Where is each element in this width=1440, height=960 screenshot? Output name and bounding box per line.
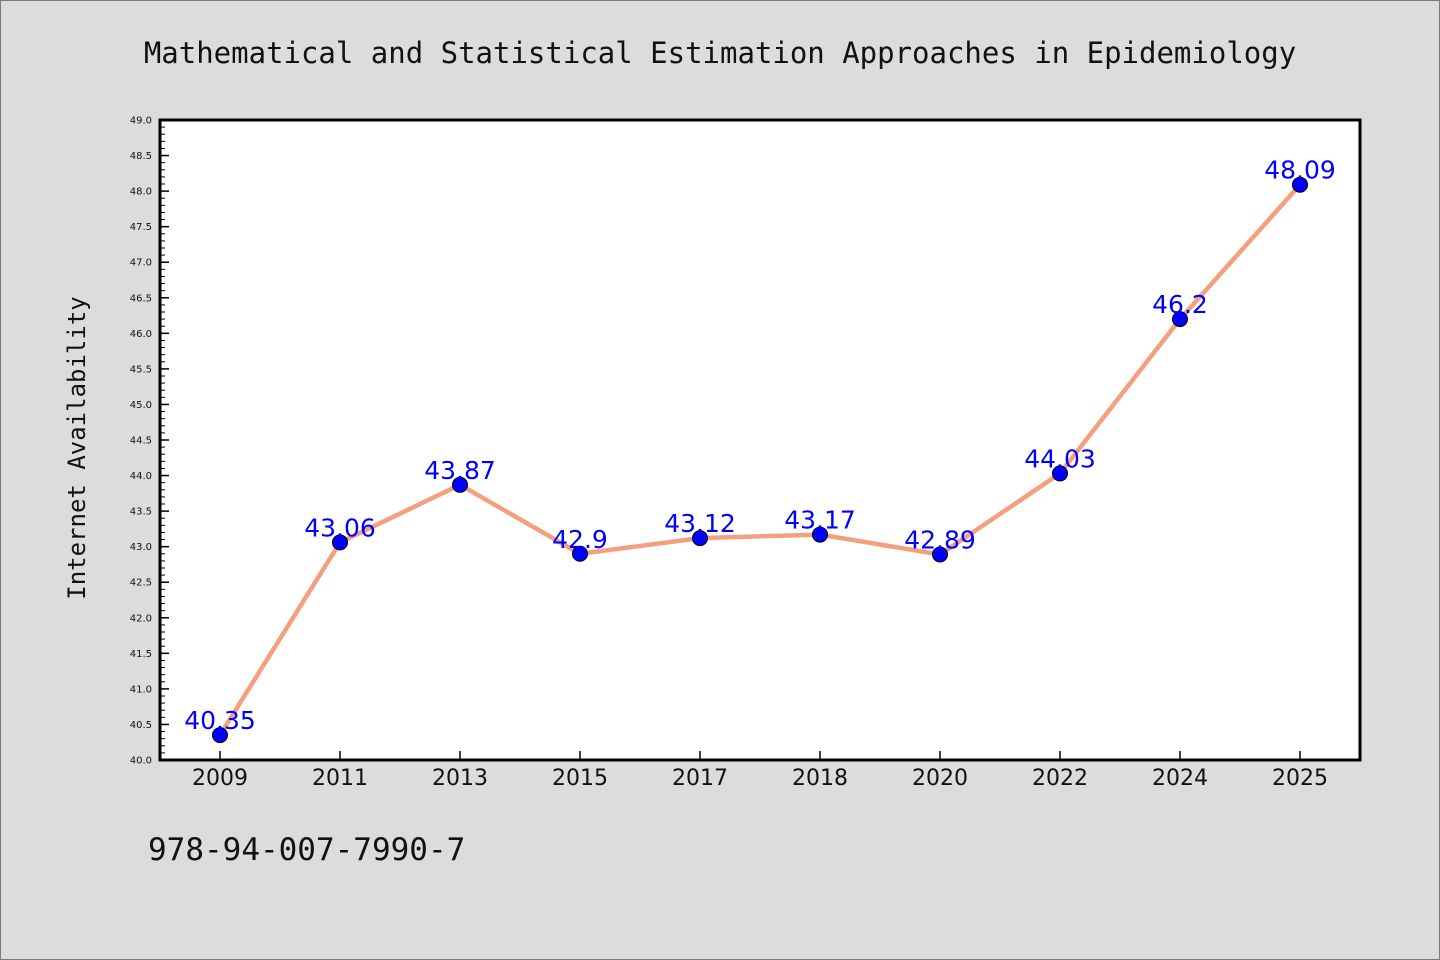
y-tick-label: 41.0 <box>130 684 152 695</box>
data-label: 43.17 <box>784 506 856 535</box>
data-point <box>1052 465 1068 482</box>
x-tick-label: 2020 <box>912 766 968 791</box>
data-point <box>452 476 468 493</box>
x-tick-label: 2013 <box>432 766 488 791</box>
data-point <box>1172 311 1188 328</box>
data-label: 42.9 <box>552 525 608 554</box>
series-line <box>218 183 1302 737</box>
y-tick-label: 44.5 <box>130 436 152 447</box>
x-tick-label: 2022 <box>1032 766 1088 791</box>
data-point <box>332 534 348 551</box>
data-point <box>932 546 948 563</box>
series-line-group: 40.35 43.06 43.87 42.9 43.12 43.17 42.89 44.03 4… <box>184 156 1336 744</box>
chart-title: Mathematical and Statistical Estimation … <box>144 36 1296 70</box>
y-tick-label: 46.0 <box>130 329 152 340</box>
data-label: 43.87 <box>424 456 496 485</box>
isbn-text: 978-94-007-7990-7 <box>148 832 466 868</box>
plot-area <box>158 118 1362 762</box>
y-tick-label: 42.0 <box>130 613 152 624</box>
data-point <box>692 530 708 547</box>
y-axis: 40.0 40.5 41.0 41.5 42.0 42.5 43.0 43.5 44.0 44.5… <box>130 116 169 767</box>
x-tick-label: 2025 <box>1272 766 1328 791</box>
data-label: 42.89 <box>904 525 976 554</box>
x-tick-label: 2017 <box>672 766 728 791</box>
y-tick-label: 47.5 <box>130 222 152 233</box>
x-tick-label: 2011 <box>312 766 368 791</box>
y-tick-label: 48.5 <box>130 151 152 162</box>
data-point <box>212 727 228 744</box>
y-tick-label: 43.5 <box>130 507 152 518</box>
x-tick-label: 2024 <box>1152 766 1208 791</box>
y-tick-label: 45.0 <box>130 400 152 411</box>
data-label: 46.2 <box>1152 290 1208 319</box>
data-label: 48.09 <box>1264 156 1336 185</box>
y-tick-label: 43.0 <box>130 542 152 553</box>
y-tick-label: 46.5 <box>130 293 152 304</box>
data-point <box>572 545 588 562</box>
x-tick-label: 2015 <box>552 766 608 791</box>
data-label: 44.03 <box>1024 444 1096 473</box>
data-label: 43.12 <box>664 509 736 538</box>
data-point <box>812 526 828 543</box>
data-label: 43.06 <box>304 513 376 542</box>
y-tick-label: 44.0 <box>130 471 152 482</box>
y-axis-label: Internet Availability <box>63 296 91 599</box>
x-tick-label: 2009 <box>192 766 248 791</box>
data-point <box>1292 176 1308 193</box>
data-label: 40.35 <box>184 706 256 735</box>
y-tick-label: 41.5 <box>130 649 152 660</box>
y-tick-label: 42.5 <box>130 578 152 589</box>
y-tick-label: 49.0 <box>130 116 152 127</box>
y-tick-label: 40.0 <box>130 756 152 767</box>
y-tick-label: 40.5 <box>130 720 152 731</box>
y-tick-label: 47.0 <box>130 258 152 269</box>
y-tick-label: 48.0 <box>130 187 152 198</box>
x-tick-label: 2018 <box>792 766 848 791</box>
x-axis: 2009 2011 2013 2015 2017 2018 2020 2022 2024 2025 <box>192 751 1328 791</box>
y-tick-label: 45.5 <box>130 364 152 375</box>
